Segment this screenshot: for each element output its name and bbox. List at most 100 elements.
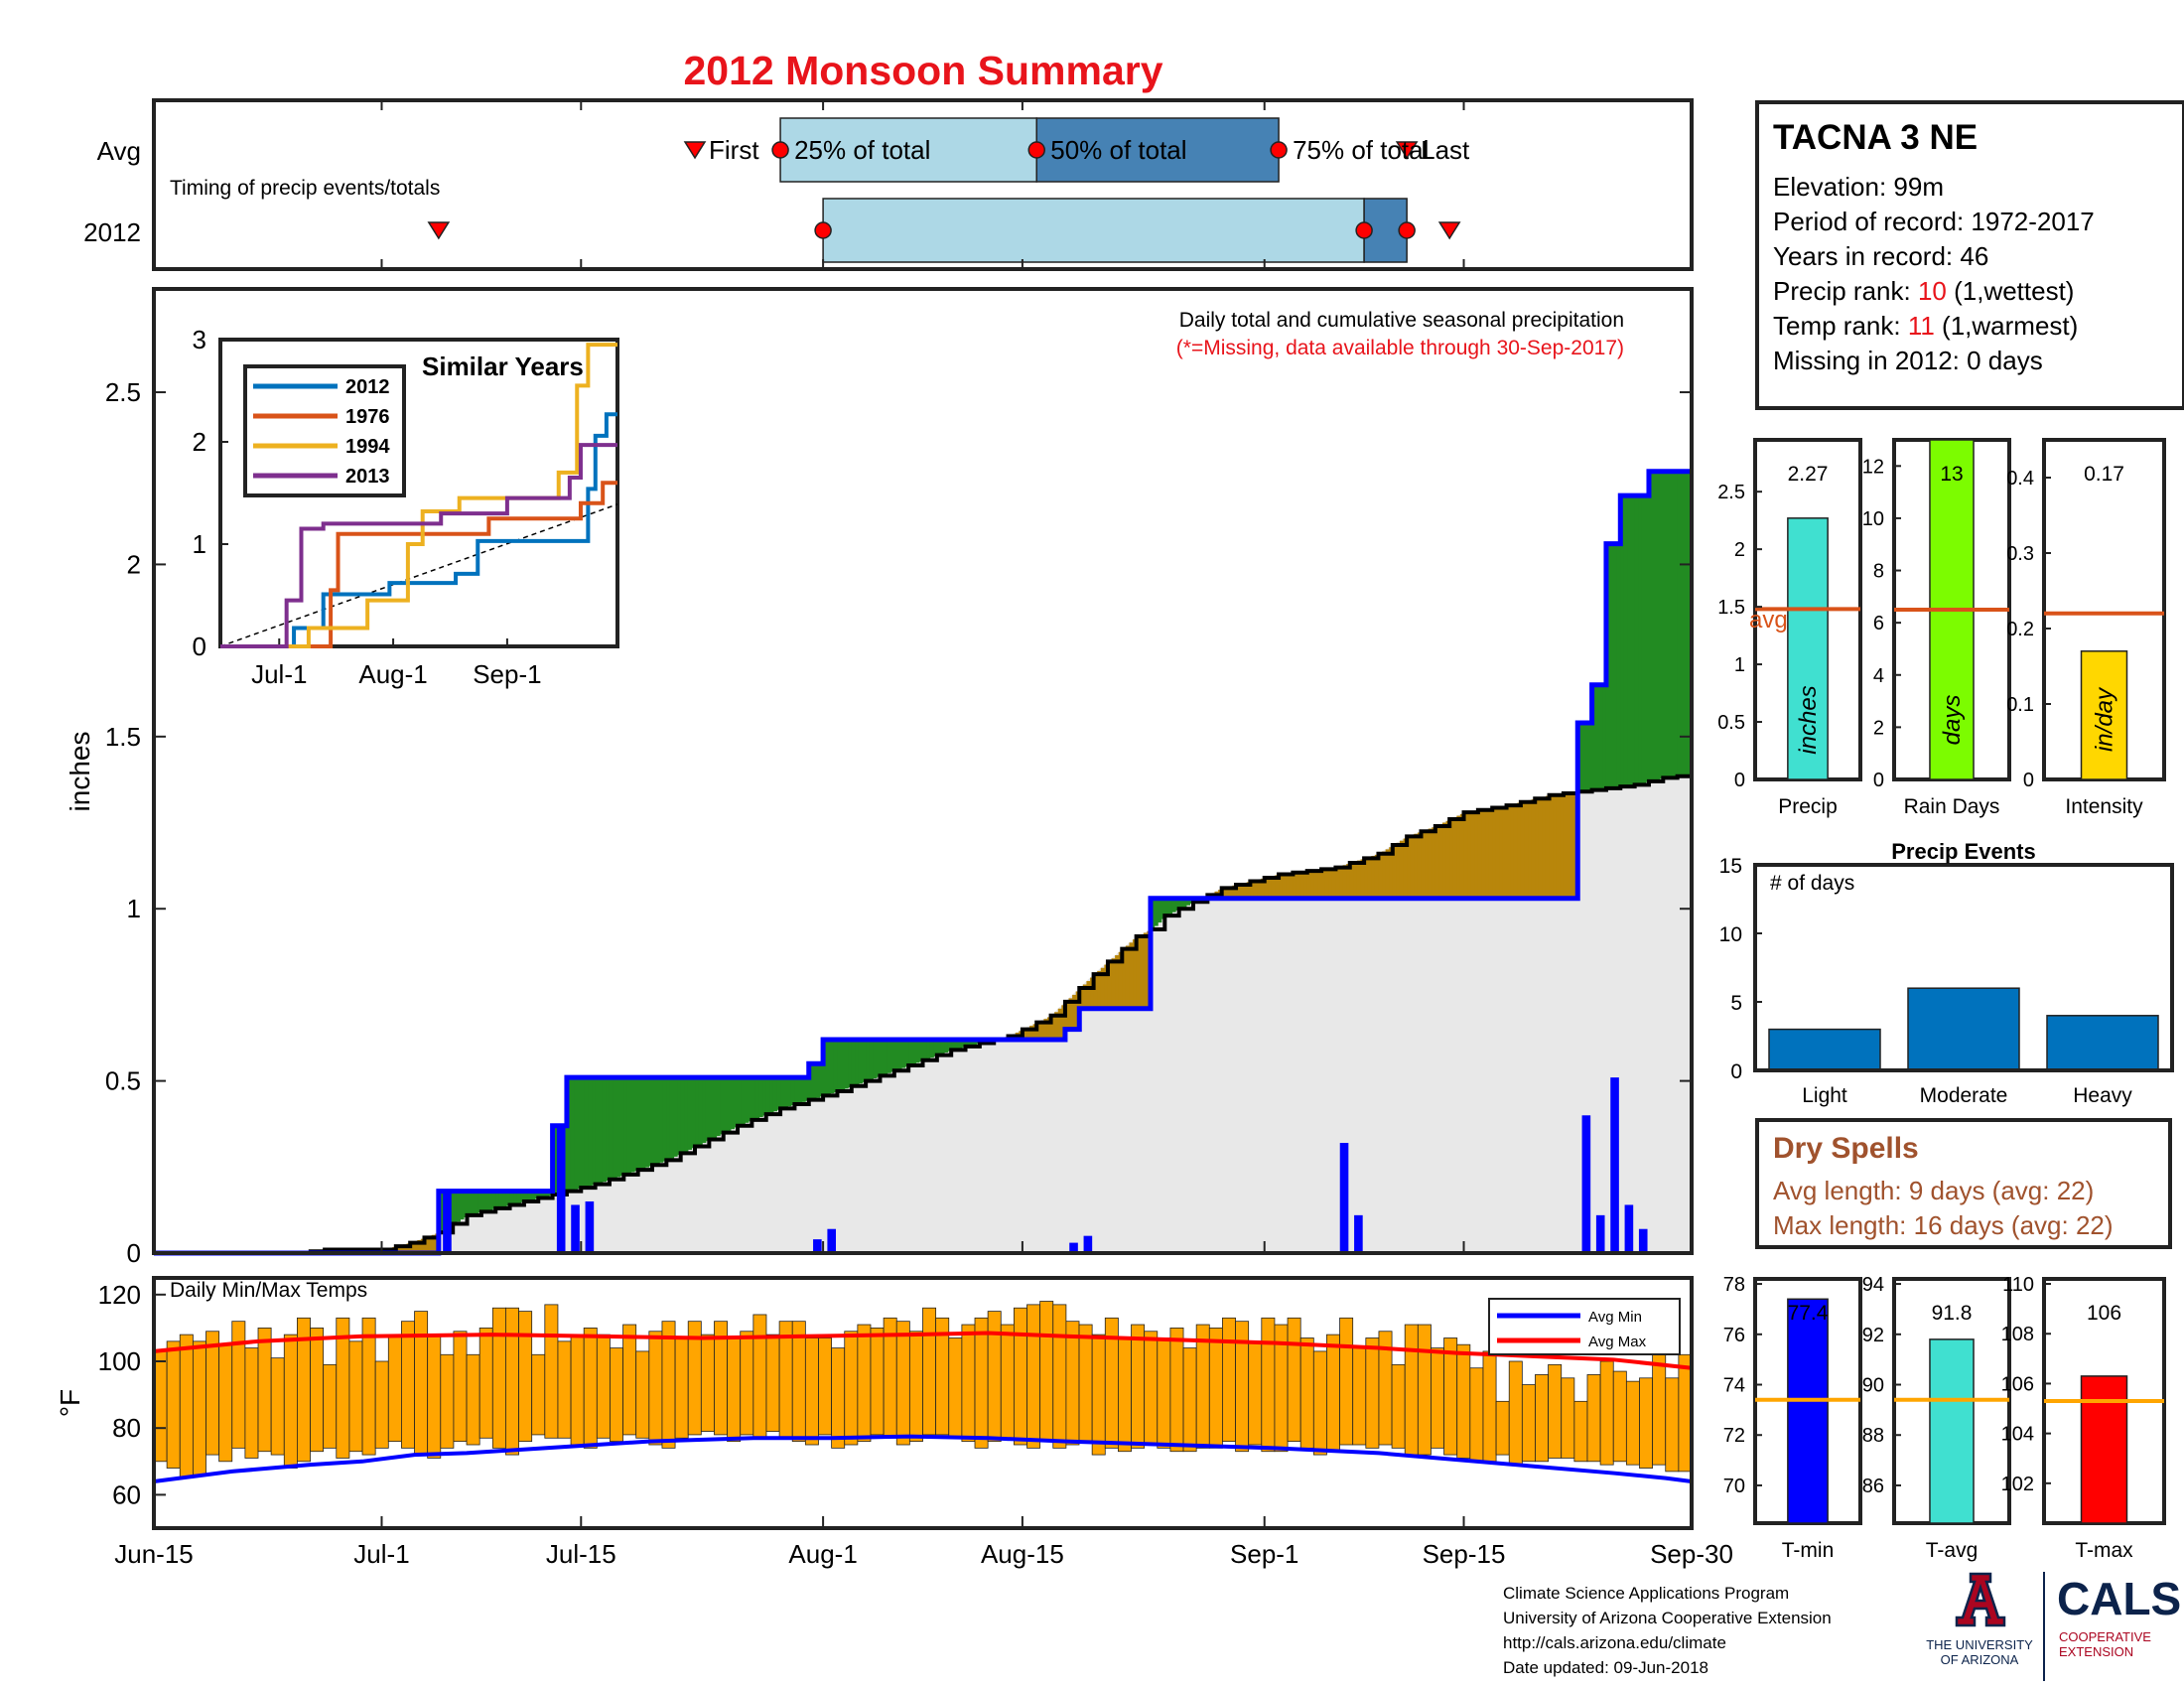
above-avg-fill (480, 1191, 486, 1212)
daily-precip-bar (556, 1125, 566, 1253)
avg-cumulative-line (154, 774, 1694, 1255)
below-avg-fill (1502, 805, 1508, 899)
daily-precip-bar (443, 1191, 452, 1253)
below-avg-fill (1360, 859, 1365, 899)
above-avg-fill (1598, 684, 1603, 789)
above-avg-fill (1164, 898, 1169, 916)
below-avg-fill (1549, 794, 1554, 899)
daily-temp-bar (948, 1337, 963, 1439)
station-period: Period of record: 1972-2017 (1773, 207, 2095, 236)
temps-legend: Avg Min Avg Max (1488, 1298, 1681, 1355)
above-avg-fill (794, 1077, 799, 1105)
daily-temp-bar (387, 1334, 402, 1443)
below-avg-fill (1236, 884, 1241, 899)
avg-min-line (153, 1434, 1693, 1483)
above-avg-fill (876, 1039, 882, 1077)
below-avg-fill (1374, 854, 1380, 899)
daily-precip-bar (1083, 1235, 1093, 1253)
summary-avg-label: avg (1749, 607, 1788, 633)
summary-y-tick: 88 (1862, 1425, 1884, 1447)
daily-temp-bar (1157, 1337, 1171, 1449)
above-avg-fill (534, 1191, 539, 1199)
daily-temp-bar (1118, 1337, 1132, 1453)
summary-y-tick: 0.1 (2006, 694, 2034, 716)
below-avg-fill (1093, 974, 1098, 1009)
daily-temp-bar (740, 1331, 754, 1436)
summary-category-label: T-min (1782, 1539, 1835, 1562)
summary-temps-panels: 77.4 T-min 70 72 74 76 78 91.8 T-avg 86 88 90 92 94 10… (1723, 1274, 2166, 1562)
summary-y-tick: 76 (1723, 1325, 1745, 1346)
events-ylabel: # of days (1770, 872, 1854, 895)
below-avg-fill (1143, 932, 1148, 1009)
below-avg-fill (1107, 961, 1113, 1009)
below-avg-fill (1524, 800, 1529, 899)
below-avg-fill (1364, 858, 1369, 899)
above-avg-fill (705, 1077, 710, 1142)
daily-temp-bar (844, 1331, 859, 1446)
x-tick-labels: Jun-15 Jul-1 Jul-15 Aug-1 Aug-15 Sep-1 Sep-15 S… (114, 100, 1733, 1569)
below-avg-fill (1467, 811, 1472, 899)
above-avg-fill (673, 1077, 678, 1157)
above-avg-fill (669, 1077, 675, 1159)
timing-triangle-marker (427, 221, 451, 240)
daily-precip-bar (1069, 1242, 1078, 1253)
above-avg-fill (687, 1077, 693, 1150)
daily-temp-bar (1195, 1324, 1210, 1449)
above-avg-fill (880, 1039, 885, 1076)
cals-logo[interactable]: CALS COOPERATIVE EXTENSION (2043, 1572, 2181, 1681)
station-info-panel: TACNA 3 NE Elevation: 99m Period of reco… (1755, 100, 2184, 410)
x-tick-label: Jul-1 (353, 1539, 409, 1569)
above-avg-fill (1631, 495, 1636, 785)
summary-y-tick: 10 (1862, 508, 1884, 530)
above-avg-fill (873, 1039, 878, 1079)
below-avg-fill (1282, 874, 1287, 899)
below-avg-fill (1367, 857, 1372, 899)
summary-unit-label: inches (1795, 685, 1822, 754)
above-avg-fill (1580, 722, 1586, 791)
below-avg-fill (1239, 884, 1244, 899)
above-avg-fill (897, 1039, 902, 1069)
below-avg-fill (1313, 870, 1319, 899)
above-avg-fill (570, 1077, 575, 1191)
above-avg-fill (1674, 471, 1679, 777)
daily-temp-bar (518, 1311, 533, 1443)
daily-temp-bar (1625, 1380, 1640, 1466)
above-avg-fill (787, 1077, 792, 1107)
inset-series-line-2013 (220, 443, 617, 648)
inset-series-line-1976 (220, 481, 617, 648)
above-avg-fill (545, 1191, 550, 1196)
below-avg-fill (1289, 873, 1295, 899)
daily-temp-bar (1078, 1324, 1093, 1443)
daily-temp-bar (635, 1350, 650, 1439)
daily-temp-bar (1339, 1317, 1354, 1446)
summary-y-tick: 2.5 (1717, 482, 1745, 503)
daily-temp-bar (831, 1347, 846, 1449)
ua-name-line2: OF ARIZONA (1940, 1652, 2019, 1667)
event-category-label: Heavy (2073, 1084, 2132, 1107)
above-avg-fill (709, 1077, 714, 1140)
timing-row-2012: 2012 (83, 217, 141, 247)
inset-x-tick: Jul-1 (251, 659, 307, 689)
daily-precip-bar (1339, 1143, 1349, 1253)
university-of-arizona-logo[interactable]: THE UNIVERSITY OF ARIZONA (1921, 1572, 2038, 1681)
above-avg-fill (541, 1191, 547, 1197)
daily-temp-bar (1469, 1367, 1484, 1463)
daily-temp-bar (1326, 1334, 1340, 1453)
summary-y-tick: 6 (1873, 613, 1884, 634)
timing-panel: First 25% of total 50% of total 75% of tota… (83, 98, 1694, 271)
daily-temp-bar (244, 1347, 259, 1459)
below-avg-fill (1470, 810, 1475, 899)
temp-rank-note: (1,warmest) (1934, 311, 2079, 341)
legend-avg-max-label: Avg Max (1588, 1334, 1647, 1350)
daily-temp-bar (257, 1328, 272, 1453)
daily-temp-bar (1065, 1321, 1080, 1446)
above-avg-fill (513, 1191, 518, 1204)
daily-temp-bar (453, 1331, 468, 1443)
below-avg-fill (1253, 880, 1259, 899)
footer-url[interactable]: http://cals.arizona.edu/climate (1503, 1633, 1726, 1652)
above-avg-fill (783, 1077, 788, 1108)
ua-name-line1: THE UNIVERSITY (1926, 1637, 2033, 1652)
avg-max-line (153, 1331, 1693, 1370)
daily-temp-bar (622, 1324, 637, 1436)
